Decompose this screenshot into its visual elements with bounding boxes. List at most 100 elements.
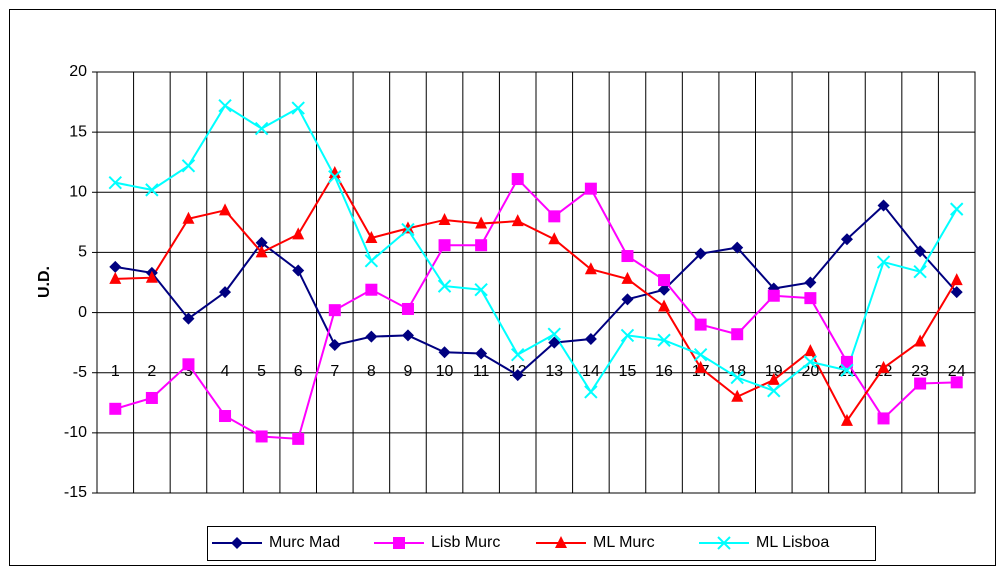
point xyxy=(365,283,378,296)
point xyxy=(548,336,561,349)
point xyxy=(658,299,671,312)
y-tick-label: 5 xyxy=(78,244,87,261)
x-tick-label: 3 xyxy=(184,363,193,380)
point xyxy=(291,101,305,115)
point xyxy=(219,286,232,299)
point xyxy=(219,203,232,216)
x-tick-label: 6 xyxy=(294,363,303,380)
y-tick-label: 0 xyxy=(78,304,87,321)
point xyxy=(401,222,415,237)
point xyxy=(145,391,158,404)
point xyxy=(182,312,195,325)
point xyxy=(438,239,451,252)
point xyxy=(584,182,597,195)
point xyxy=(108,175,122,190)
point xyxy=(328,169,342,184)
series-line xyxy=(115,204,958,377)
x-tick-label: 15 xyxy=(619,363,637,380)
series-line xyxy=(115,104,958,394)
point xyxy=(181,159,196,173)
point xyxy=(804,292,817,305)
y-tick-label: -10 xyxy=(64,424,87,441)
point xyxy=(804,276,817,289)
point xyxy=(109,260,122,273)
legend-marker xyxy=(393,537,405,549)
point xyxy=(803,355,818,369)
point xyxy=(109,402,122,415)
point xyxy=(255,236,268,249)
point xyxy=(584,333,597,346)
point xyxy=(182,358,195,371)
point xyxy=(694,318,707,331)
point xyxy=(730,370,744,385)
legend-label: ML Lisboa xyxy=(756,534,829,551)
point xyxy=(364,254,379,268)
point xyxy=(694,360,707,373)
point xyxy=(255,245,268,258)
point xyxy=(694,247,707,260)
point xyxy=(840,233,853,246)
point xyxy=(511,214,524,227)
point xyxy=(401,329,414,342)
legend-label: Murc Mad xyxy=(269,534,340,551)
plot-border xyxy=(96,71,976,494)
x-tick-label: 2 xyxy=(147,363,156,380)
x-tick-label: 16 xyxy=(655,363,673,380)
x-tick-label: 14 xyxy=(582,363,600,380)
point xyxy=(584,385,598,399)
point xyxy=(547,327,561,341)
point xyxy=(877,199,890,212)
point xyxy=(950,286,963,299)
point xyxy=(620,328,635,343)
point xyxy=(621,271,634,284)
point xyxy=(548,232,561,245)
point xyxy=(438,212,451,225)
point xyxy=(621,250,634,263)
point xyxy=(511,173,524,186)
legend-marker xyxy=(717,536,731,550)
point xyxy=(914,334,927,347)
point xyxy=(438,346,451,359)
point xyxy=(328,339,341,352)
x-tick-label: 9 xyxy=(404,363,413,380)
legend-marker xyxy=(555,536,567,548)
point xyxy=(731,241,744,254)
point xyxy=(840,355,853,368)
point xyxy=(693,347,708,362)
point xyxy=(145,183,159,197)
point xyxy=(292,264,305,277)
series-line xyxy=(115,177,957,440)
point xyxy=(840,413,853,426)
point xyxy=(365,230,378,243)
y-tick-label: 15 xyxy=(69,123,87,140)
point xyxy=(401,302,414,315)
point xyxy=(767,372,780,385)
x-tick-label: 18 xyxy=(728,363,746,380)
point xyxy=(548,210,561,223)
point xyxy=(255,430,268,443)
point xyxy=(218,98,232,113)
x-tick-label: 10 xyxy=(436,363,454,380)
y-tick-label: 20 xyxy=(69,63,87,80)
point xyxy=(950,273,963,286)
chart-border xyxy=(9,9,996,566)
point xyxy=(109,271,122,284)
point xyxy=(475,347,488,360)
point xyxy=(292,227,305,240)
x-tick-label: 13 xyxy=(545,363,563,380)
point xyxy=(219,410,232,423)
y-tick-label: 10 xyxy=(69,184,87,201)
y-tick-label: -5 xyxy=(73,364,87,381)
legend-label: Lisb Murc xyxy=(431,534,500,551)
point xyxy=(658,283,671,296)
point xyxy=(475,216,488,229)
legend-marker xyxy=(231,537,243,549)
x-tick-label: 11 xyxy=(473,363,490,380)
point xyxy=(731,328,744,341)
point xyxy=(365,330,378,343)
point xyxy=(877,412,890,425)
point xyxy=(475,239,488,252)
point xyxy=(877,360,890,373)
point xyxy=(914,377,927,390)
